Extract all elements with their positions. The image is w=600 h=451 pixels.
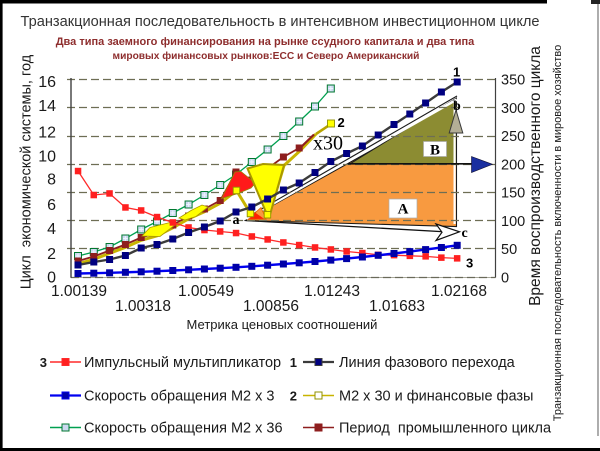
svg-text:Импульсный мультипликатор: Импульсный мультипликатор [84,355,281,371]
svg-text:1.00318: 1.00318 [115,298,171,315]
svg-text:М2 х 30 и финансовые фазы: М2 х 30 и финансовые фазы [339,389,533,405]
svg-text:Скорость обращения М2 х 3: Скорость обращения М2 х 3 [84,389,274,405]
svg-text:b: b [453,99,461,114]
svg-text:1: 1 [453,65,460,80]
svg-text:Два типа заемного финансирован: Два типа заемного финансирования на рынк… [56,36,475,48]
svg-text:Цикл экономической системы, г: Цикл экономической системы, год [19,54,35,289]
svg-text:Время воспроизводственного цик: Время воспроизводственного цикла [527,46,544,306]
svg-text:250: 250 [501,129,525,145]
svg-text:x30: x30 [313,133,343,155]
svg-text:Метрика ценовых соотношений: Метрика ценовых соотношений [187,317,378,332]
svg-text:16: 16 [38,74,56,91]
svg-text:1.01243: 1.01243 [304,283,360,300]
svg-text:1.01683: 1.01683 [369,298,425,315]
svg-text:10: 10 [38,148,56,165]
svg-text:a: a [233,213,240,228]
svg-text:50: 50 [501,242,517,258]
svg-text:c: c [462,226,468,241]
svg-text:4: 4 [47,221,56,238]
svg-text:2: 2 [47,246,56,263]
svg-text:A: A [398,202,409,218]
svg-text:Транзакционная последовательно: Транзакционная последовательность в инте… [21,14,540,30]
svg-text:8: 8 [47,171,56,188]
svg-text:1.00549: 1.00549 [178,283,234,300]
svg-text:мировых финансовых рынков:ЕСС: мировых финансовых рынков:ЕСС и Северо А… [113,50,420,62]
svg-text:300: 300 [501,101,525,117]
svg-text:1.02168: 1.02168 [431,283,487,300]
svg-text:1.00856: 1.00856 [243,298,299,315]
svg-text:100: 100 [501,214,525,230]
svg-text:3: 3 [466,256,473,271]
svg-text:B: B [430,143,440,159]
svg-text:12: 12 [38,124,56,141]
svg-text:0: 0 [47,270,56,287]
svg-text:Транзакционная последовательно: Транзакционная последовательность включе… [552,45,564,421]
svg-text:200: 200 [501,157,525,173]
svg-text:14: 14 [38,98,56,115]
svg-text:6: 6 [47,197,56,214]
svg-text:350: 350 [501,73,525,89]
svg-text:Период промышленного цикла: Период промышленного цикла [339,421,552,437]
svg-text:1.00139: 1.00139 [51,283,107,300]
svg-text:2: 2 [338,115,345,130]
svg-text:150: 150 [501,186,525,202]
svg-text:3: 3 [40,355,47,370]
svg-text:2: 2 [290,389,297,404]
svg-text:Линия фазового перехода: Линия фазового перехода [339,355,516,371]
svg-text:1: 1 [290,355,297,370]
svg-text:0: 0 [501,270,509,286]
svg-text:Скорость обращения М2 х 36: Скорость обращения М2 х 36 [84,421,283,437]
